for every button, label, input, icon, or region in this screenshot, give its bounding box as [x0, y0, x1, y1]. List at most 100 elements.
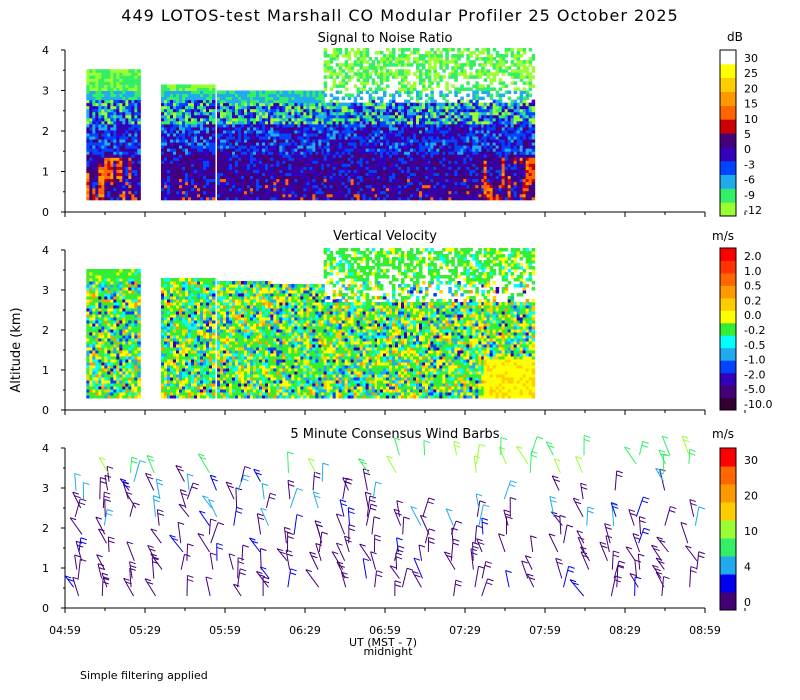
heatmap-cell	[323, 187, 328, 192]
heatmap-cell	[430, 90, 434, 94]
heatmap-cell	[398, 114, 402, 119]
heatmap-cell	[128, 78, 132, 82]
heatmap-cell	[113, 78, 117, 82]
heatmap-cell	[422, 114, 426, 119]
heatmap-cell	[256, 160, 260, 164]
heatmap-cell	[270, 163, 274, 167]
heatmap-cell	[326, 181, 331, 186]
heatmap-cell	[428, 160, 432, 164]
heatmap-cell	[303, 157, 307, 161]
heatmap-cell	[326, 129, 331, 134]
heatmap-cell	[445, 99, 449, 104]
heatmap-cell	[98, 117, 102, 122]
heatmap-cell	[457, 72, 461, 76]
heatmap-cell	[365, 54, 370, 58]
heatmap-cell	[220, 175, 224, 180]
heatmap-cell	[430, 99, 434, 104]
heatmap-cell	[285, 117, 289, 122]
heatmap-cell	[374, 139, 379, 143]
heatmap-cell	[253, 90, 257, 94]
heatmap-cell	[297, 111, 301, 116]
heatmap-cell	[101, 90, 105, 94]
heatmap-cell	[232, 166, 236, 170]
heatmap-cell	[113, 172, 117, 177]
heatmap-cell	[116, 163, 120, 167]
heatmap-cell	[478, 169, 482, 173]
heatmap-cell	[238, 90, 242, 94]
heatmap-cell	[288, 193, 292, 198]
heatmap-cell	[200, 178, 204, 183]
heatmap-cell	[92, 178, 96, 183]
heatmap-cell	[294, 196, 298, 201]
heatmap-cell	[392, 120, 396, 125]
heatmap-cell	[229, 111, 233, 116]
heatmap-cell	[353, 114, 358, 119]
heatmap-cell	[92, 111, 96, 116]
heatmap-cell	[244, 105, 248, 110]
heatmap-cell	[203, 120, 207, 125]
heatmap-cell	[315, 108, 319, 113]
heatmap-cell	[104, 84, 108, 88]
heatmap-cell	[185, 166, 189, 170]
heatmap-cell	[401, 78, 405, 82]
heatmap-cell	[463, 117, 467, 122]
heatmap-cell	[329, 184, 334, 189]
heatmap-cell	[279, 187, 283, 192]
heatmap-cell	[212, 99, 216, 104]
heatmap-cell	[323, 190, 328, 195]
heatmap-cell	[451, 136, 455, 140]
heatmap-cell	[273, 123, 277, 128]
heatmap-cell	[318, 148, 322, 152]
heatmap-cell	[321, 175, 325, 180]
heatmap-cell	[398, 166, 402, 170]
heatmap-cell	[270, 145, 274, 149]
heatmap-cell	[229, 139, 233, 143]
y-tick-label: 4	[42, 44, 49, 57]
heatmap-cell	[285, 136, 289, 140]
heatmap-cell	[167, 184, 171, 189]
heatmap-cell	[113, 90, 117, 94]
heatmap-cell	[300, 102, 304, 107]
heatmap-cell	[276, 169, 280, 173]
heatmap-cell	[164, 114, 168, 119]
heatmap-cell	[323, 181, 328, 186]
heatmap-cell	[463, 193, 467, 198]
heatmap-cell	[329, 69, 334, 73]
heatmap-cell	[122, 160, 126, 164]
heatmap-cell	[323, 196, 328, 201]
heatmap-cell	[404, 129, 408, 134]
heatmap-cell	[101, 190, 105, 195]
heatmap-cell	[389, 154, 393, 158]
heatmap-cell	[107, 196, 111, 201]
heatmap-cell	[428, 151, 432, 155]
heatmap-cell	[161, 196, 165, 201]
heatmap-cell	[137, 139, 141, 143]
heatmap-cell	[206, 139, 210, 143]
heatmap-cell	[398, 148, 402, 152]
heatmap-cell	[238, 196, 242, 201]
heatmap-cell	[300, 181, 304, 186]
heatmap-cell	[362, 166, 367, 170]
heatmap-cell	[448, 126, 452, 131]
heatmap-cell	[131, 84, 135, 88]
heatmap-cell	[356, 142, 361, 146]
heatmap-cell	[200, 117, 204, 122]
heatmap-cell	[326, 157, 331, 161]
heatmap-cell	[478, 196, 482, 201]
heatmap-cell	[92, 166, 96, 170]
heatmap-cell	[110, 108, 114, 113]
heatmap-cell	[332, 163, 337, 167]
heatmap-cell	[131, 196, 135, 201]
heatmap-cell	[389, 60, 393, 64]
heatmap-cell	[113, 105, 117, 110]
heatmap-cell	[466, 93, 470, 98]
heatmap-cell	[185, 157, 189, 161]
heatmap-cell	[176, 108, 180, 113]
heatmap-cell	[332, 84, 337, 88]
heatmap-cell	[323, 154, 328, 158]
heatmap-cell	[288, 96, 292, 101]
heatmap-cell	[469, 148, 473, 152]
heatmap-cell	[321, 160, 325, 164]
heatmap-cell	[368, 123, 373, 128]
heatmap-cell	[179, 187, 183, 192]
